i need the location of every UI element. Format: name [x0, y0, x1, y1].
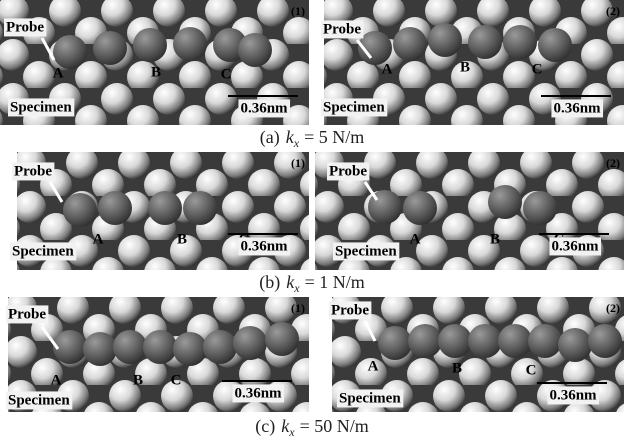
- probe-atom: [203, 330, 237, 364]
- probe-atom: [133, 28, 167, 62]
- panel-number: (1): [291, 4, 305, 18]
- probe-atom: [148, 191, 182, 225]
- caption: (c)kx= 50 N/m: [255, 416, 368, 439]
- probe-atom: [403, 191, 437, 225]
- scale-label: 0.36nm: [240, 238, 288, 254]
- point-label: C: [532, 61, 543, 77]
- panel: Probe A B C Specimen 0.36nm (1): [0, 0, 309, 125]
- panel-number: (2): [606, 156, 620, 170]
- probe-label: Probe: [14, 163, 52, 179]
- scale-label: 0.36nm: [551, 238, 599, 254]
- point-label: A: [53, 65, 64, 81]
- probe-atom: [53, 35, 87, 69]
- probe-atom: [528, 324, 562, 358]
- caption-label: (a): [260, 127, 280, 148]
- probe-atom: [408, 324, 442, 358]
- panel: Probe A B C Specimen 0.36nm (2): [321, 0, 624, 125]
- specimen-label: Specimen: [339, 390, 401, 406]
- probe-atom: [183, 191, 217, 225]
- panel: Probe A B C Specimen 0.36nm (2): [329, 297, 624, 412]
- point-label: B: [177, 231, 187, 247]
- specimen-label: Specimen: [335, 243, 397, 259]
- point-label: B: [460, 59, 470, 75]
- probe-atom: [498, 324, 532, 358]
- panel-number: (2): [606, 301, 620, 315]
- probe-atom: [173, 332, 207, 366]
- probe-atom: [63, 193, 97, 227]
- panel-number: (2): [606, 4, 620, 18]
- probe-atom: [523, 191, 557, 225]
- caption-value: = 5 N/m: [304, 127, 364, 147]
- specimen-label: Specimen: [323, 99, 385, 115]
- probe-atom: [98, 191, 132, 225]
- point-label: A: [93, 231, 104, 247]
- probe-atom: [488, 185, 522, 219]
- scale-label: 0.36nm: [553, 100, 601, 116]
- point-label: A: [368, 358, 379, 374]
- probe-atom: [233, 326, 267, 360]
- probe-label: Probe: [331, 302, 369, 318]
- panel: Probe A B C Specimen 0.36nm (1): [6, 297, 317, 412]
- probe-atom: [428, 23, 462, 57]
- scale-label: 0.36nm: [549, 387, 597, 403]
- probe-atom: [173, 27, 207, 61]
- probe-atom: [558, 328, 592, 362]
- point-label: C: [171, 372, 182, 388]
- probe-atom: [113, 330, 147, 364]
- figure: Probe A B C Specimen 0.36nm (1) Probe A B C Specime…: [0, 0, 624, 442]
- point-label: B: [490, 231, 500, 247]
- panel-number: (1): [291, 156, 305, 170]
- panel-number: (1): [291, 301, 305, 315]
- point-label: C: [526, 362, 537, 378]
- specimen-label: Specimen: [12, 243, 74, 259]
- probe-atom: [438, 324, 472, 358]
- specimen-label: Specimen: [8, 392, 70, 408]
- probe-atom: [143, 330, 177, 364]
- point-label: B: [452, 360, 462, 376]
- caption-value: = 1 N/m: [305, 272, 365, 292]
- probe-atom: [538, 28, 572, 62]
- probe-atom: [378, 326, 412, 360]
- point-label: C: [221, 66, 232, 82]
- probe-atom: [588, 324, 622, 358]
- probe-label: Probe: [329, 163, 367, 179]
- caption-subscript: x: [293, 136, 300, 150]
- caption-subscript: x: [288, 425, 295, 439]
- scale-label: 0.36nm: [240, 100, 288, 116]
- caption-label: (c): [255, 416, 275, 437]
- scale-label: 0.36nm: [234, 385, 282, 401]
- point-label: A: [410, 231, 421, 247]
- point-label: A: [51, 372, 62, 388]
- probe-atom: [393, 27, 427, 61]
- probe-atom: [503, 25, 537, 59]
- point-label: A: [382, 61, 393, 77]
- caption: (a)kx= 5 N/m: [260, 127, 364, 150]
- caption-label: (b): [259, 272, 280, 293]
- probe-label: Probe: [6, 19, 44, 35]
- probe-label: Probe: [323, 21, 361, 37]
- caption: (b)kx= 1 N/m: [259, 272, 364, 295]
- specimen-label: Specimen: [10, 99, 72, 115]
- point-label: B: [151, 64, 161, 80]
- caption-subscript: x: [293, 281, 300, 295]
- probe-atom: [468, 324, 502, 358]
- probe-atom: [265, 322, 299, 356]
- probe-label: Probe: [8, 306, 46, 322]
- point-label: B: [133, 372, 143, 388]
- figure-body: Probe A B C Specimen 0.36nm (1) Probe A B C Specime…: [0, 0, 624, 439]
- probe-atom: [83, 332, 117, 366]
- probe-atom: [238, 33, 272, 67]
- probe-atom: [93, 31, 127, 65]
- probe-atom: [468, 25, 502, 59]
- caption-value: = 50 N/m: [300, 416, 369, 436]
